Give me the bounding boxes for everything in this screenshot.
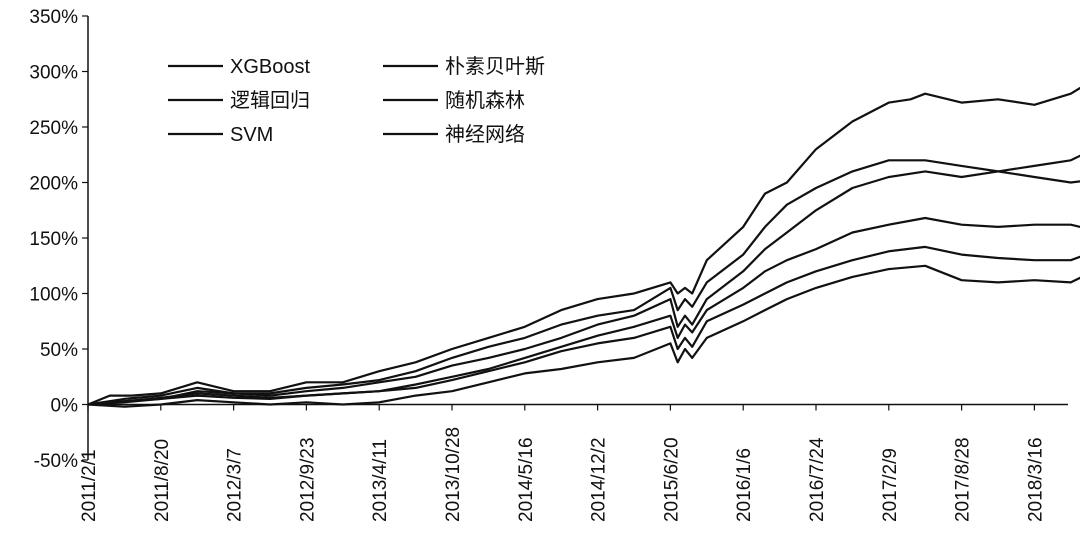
x-tick-label: 2015/6/20 — [661, 437, 682, 522]
y-tick-label: 250% — [29, 118, 78, 139]
x-tick-label: 2016/7/24 — [807, 437, 828, 522]
y-tick-label: 350% — [29, 7, 78, 28]
y-tick-label: 300% — [29, 63, 78, 84]
y-tick-label: 0% — [51, 396, 79, 417]
series-line-2 — [87, 159, 1080, 406]
series-line-0 — [87, 86, 1080, 406]
legend-label: 随机森林 — [445, 89, 525, 112]
x-tick-label: 2011/8/20 — [152, 439, 173, 522]
y-tick-label: -50% — [34, 451, 78, 472]
y-tick-label: 50% — [40, 340, 78, 361]
y-axis: -50% 0% 50% 100% 150% 200% 250% 300% 350% — [29, 7, 89, 472]
y-tick-label: 150% — [29, 229, 78, 250]
x-tick-label: 2014/5/16 — [516, 437, 537, 522]
x-tick-label: 2017/8/28 — [953, 437, 974, 522]
x-axis: 2011/2/1 2011/8/20 2012/3/7 2012/9/23 2013/4… — [79, 403, 1068, 522]
series-line-5 — [87, 264, 1080, 408]
y-tick-label: 200% — [29, 174, 78, 195]
x-tick-label: 2013/4/11 — [370, 439, 391, 522]
x-tick-label: 2011/2/1 — [79, 449, 100, 522]
x-tick-label: 2012/9/23 — [297, 437, 318, 522]
y-tick-label: 100% — [29, 285, 78, 306]
series-line-1 — [87, 154, 1080, 406]
x-tick-label: 2017/2/9 — [880, 448, 901, 522]
legend-label: 神经网络 — [445, 123, 525, 146]
x-tick-label: 2012/3/7 — [225, 448, 246, 522]
x-tick-label: 2016/1/6 — [734, 448, 755, 522]
series-line-3 — [87, 216, 1080, 406]
x-tick-label: 2014/12/2 — [589, 437, 610, 522]
legend-label: XGBoost — [230, 56, 310, 78]
legend-label: SVM — [230, 124, 273, 146]
legend-label: 逻辑回归 — [230, 89, 310, 112]
x-tick-label: 2018/3/16 — [1025, 437, 1046, 522]
legend-label: 朴素贝叶斯 — [445, 55, 545, 78]
series-line-4 — [87, 245, 1080, 406]
series-group — [87, 86, 1080, 408]
x-tick-label: 2013/10/28 — [443, 427, 464, 522]
